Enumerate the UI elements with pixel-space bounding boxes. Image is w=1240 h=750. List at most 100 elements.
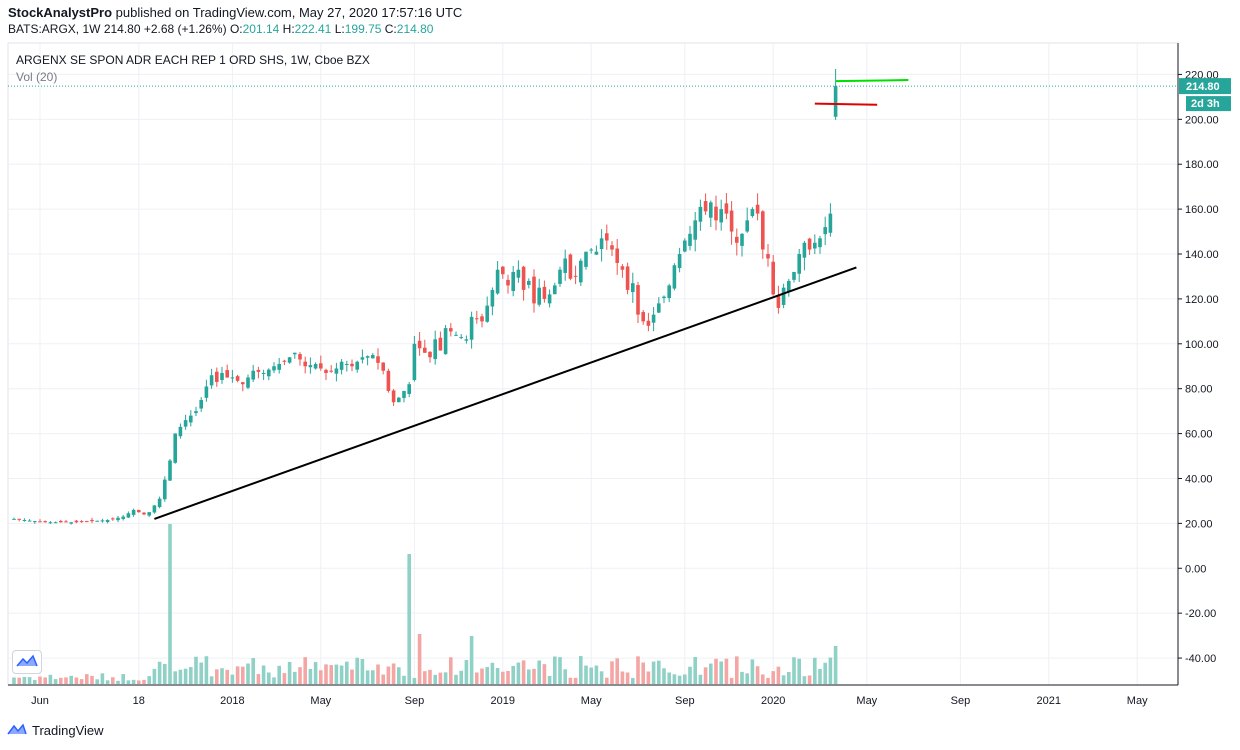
candle-body <box>735 236 739 243</box>
volume-bar <box>740 671 744 684</box>
volume-bar <box>131 679 136 684</box>
volume-bar <box>521 660 526 684</box>
volume-bar <box>683 674 687 684</box>
volume-bar <box>693 657 697 684</box>
symbol-line: BATS:ARGX, 1W <box>8 22 101 36</box>
volume-bar <box>646 671 651 684</box>
candle-body <box>542 286 547 299</box>
candle-body <box>126 513 131 518</box>
candle-body <box>516 269 521 278</box>
y-tick-label: 100.00 <box>1185 339 1219 351</box>
candle-body <box>802 242 807 258</box>
candle-body <box>807 238 812 250</box>
candle-body <box>100 520 105 522</box>
publisher-name[interactable]: StockAnalystPro <box>8 5 113 20</box>
volume-bar <box>225 669 229 684</box>
volume-bar <box>594 665 599 684</box>
candle-body <box>443 328 448 355</box>
candle-body <box>433 339 437 360</box>
volume-bar <box>771 671 775 684</box>
volume-bar <box>558 657 562 684</box>
candle-body <box>345 364 349 365</box>
candle-body <box>178 426 183 437</box>
candle-body <box>17 518 21 520</box>
volume-bar <box>412 677 417 684</box>
tradingview-logo-icon <box>6 722 28 738</box>
x-tick-label: Jun <box>31 695 49 707</box>
volume-bar <box>230 674 235 684</box>
volume-bar <box>183 668 188 684</box>
candle-body <box>781 287 786 305</box>
volume-bar <box>69 675 73 684</box>
candle-body <box>183 420 188 427</box>
candle-body <box>256 369 261 372</box>
candle-body <box>636 285 640 315</box>
candle-body <box>729 210 734 232</box>
candle-body <box>480 316 484 322</box>
volume-bar <box>345 661 349 684</box>
footer-brand[interactable]: TradingView <box>6 722 104 738</box>
volume-bar <box>355 657 359 684</box>
volume-bar <box>189 667 193 684</box>
volume-bar <box>485 667 489 684</box>
last-price-badge <box>1179 78 1231 95</box>
y-tick-label: 0.00 <box>1185 563 1206 575</box>
candle-body <box>137 509 141 513</box>
candle-body <box>610 245 614 250</box>
y-tick-label: 60.00 <box>1185 429 1213 441</box>
volume-bar <box>59 677 63 684</box>
volume-bar <box>703 667 708 684</box>
candle-body <box>215 371 219 382</box>
candle-body <box>163 479 167 500</box>
candle-body <box>813 242 817 249</box>
volume-bar <box>828 657 833 684</box>
trendline <box>154 266 857 520</box>
candle-body <box>776 295 781 308</box>
candle-body <box>33 521 37 523</box>
y-tick-label: 180.00 <box>1185 159 1219 171</box>
volume-bar <box>173 671 177 684</box>
volume-bar <box>272 677 276 684</box>
candle-body <box>365 356 370 358</box>
volume-bar <box>584 665 588 684</box>
low-label: L: <box>334 22 345 36</box>
volume-bar <box>443 672 448 684</box>
volume-bar <box>729 677 734 684</box>
volume-bar <box>677 675 682 684</box>
candle-body <box>329 370 333 372</box>
volume-legend[interactable]: Vol (20) <box>16 70 58 84</box>
candle-body <box>594 251 599 255</box>
volume-bar <box>298 667 302 684</box>
candle-body <box>620 266 625 270</box>
candle-body <box>173 433 177 463</box>
x-tick-label: Sep <box>675 695 695 707</box>
candle-body <box>194 411 198 414</box>
candle-body <box>485 305 489 322</box>
volume-bar <box>625 672 630 684</box>
candle-body <box>703 201 708 212</box>
candle-body <box>423 347 427 353</box>
candle-body <box>641 312 645 322</box>
y-tick-label: -40.00 <box>1185 653 1216 665</box>
volume-bar <box>553 656 557 684</box>
candle-body <box>282 360 287 362</box>
volume-bar <box>532 668 536 684</box>
volume-bar <box>397 667 401 684</box>
candle-body <box>59 520 63 523</box>
volume-bar <box>579 656 583 684</box>
candle-body <box>683 240 687 252</box>
volume-bar <box>48 674 53 684</box>
candle-body <box>511 271 515 292</box>
countdown-badge <box>1186 96 1231 112</box>
candle-body <box>246 377 250 388</box>
volume-bar <box>350 669 354 684</box>
volume-bar <box>438 672 443 684</box>
volume-bar <box>33 680 37 684</box>
candle-body <box>558 269 562 284</box>
chart-frame <box>7 42 1179 686</box>
volume-bar <box>365 670 370 684</box>
y-tick-label: -20.00 <box>1185 608 1216 620</box>
candle-body <box>698 206 703 222</box>
volume-bar <box>329 665 333 684</box>
